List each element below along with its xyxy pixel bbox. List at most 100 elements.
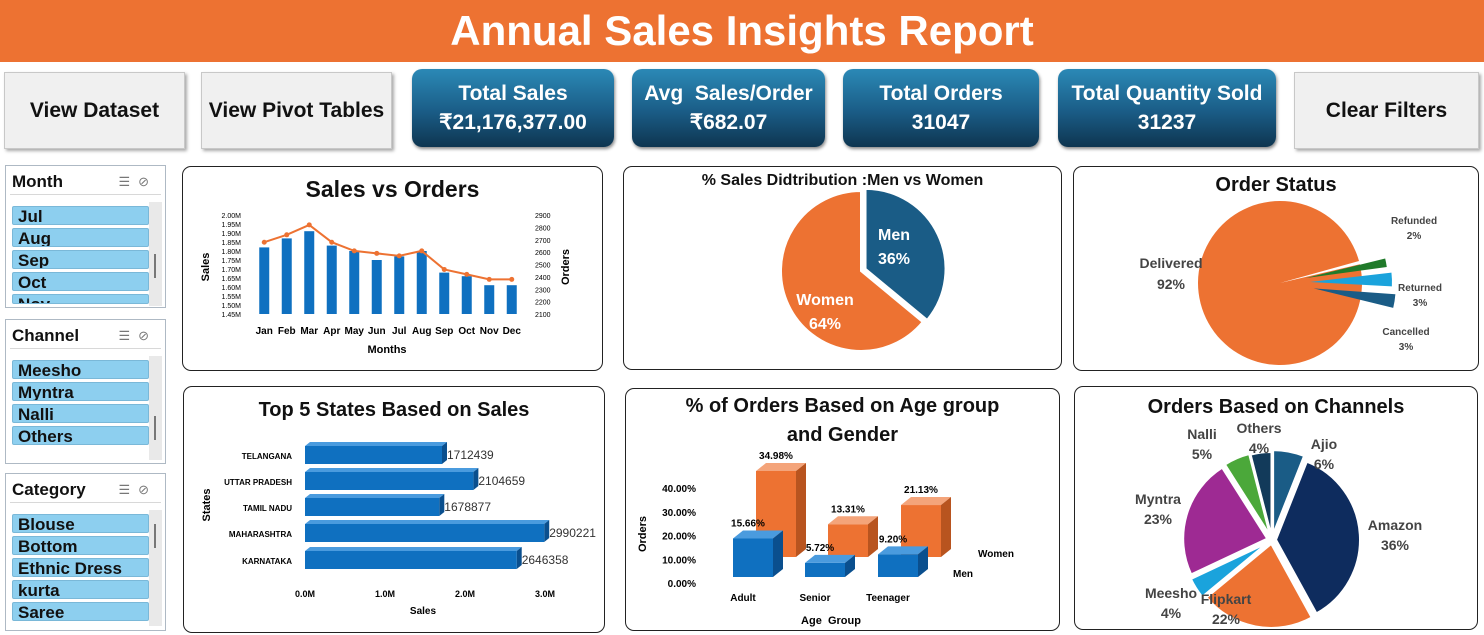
slicer-item-oct[interactable]: Oct [12,272,149,291]
chart-title-line2: and Gender [786,424,899,446]
x-tick-label: 0.0M [295,589,315,599]
kpi-avg-sales-label: Avg Sales/Order [644,82,813,105]
clear-filter-icon[interactable]: ⊘ [138,482,157,497]
channels-panel: Orders Based on Channels Ajio 6% Amazon 36%… [1074,386,1478,630]
women-bar-top [828,516,878,525]
chart-title: Orders Based on Channels [1147,396,1405,418]
slicer-item-nov[interactable]: Nov [12,294,149,304]
kpi-total-orders: Total Orders 31047 [843,69,1039,147]
women-slice [780,189,925,352]
women-value-label: 13.31% [831,504,865,515]
men-bar-top [733,530,783,539]
slicer-item-saree[interactable]: Saree [12,602,149,621]
state-label: TAMIL NADU [243,504,292,513]
kpi-total-quantity: Total Quantity Sold 31237 [1058,69,1276,147]
slicer-item-nalli[interactable]: Nalli [12,404,149,423]
state-label: MAHARASHTRA [229,530,292,539]
men-bar-side [845,554,855,577]
state-bar-top [305,520,550,524]
sales-bar [259,247,270,314]
slicer-item-blouse[interactable]: Blouse [12,514,149,533]
channel-slicer: Channel ☰⊘ Meesho Myntra Nalli Others [5,319,166,464]
slicer-item-kurta[interactable]: kurta [12,580,149,599]
slicer-item-sep[interactable]: Sep [12,250,149,269]
y-tick-label: 2.00M [222,213,242,220]
nalli-slice [1223,452,1271,536]
women-bar [828,524,868,557]
kpi-total-quantity-label: Total Quantity Sold [1071,82,1263,105]
ajio-pct-label: 6% [1314,456,1335,472]
returned-label: Returned [1398,283,1442,294]
state-bar-top [305,494,445,498]
slicer-item-jul[interactable]: Jul [12,206,149,225]
men-value-label: 9.20% [879,534,907,545]
sales-bar [326,245,337,314]
x-tick-label: Teenager [866,593,910,604]
men-bar-top [878,546,928,555]
ajio-slice [1272,449,1306,535]
y-tick-label: 1.65M [222,276,242,283]
state-bar-top [305,468,479,472]
orders-point [419,248,425,254]
orders-point [486,276,492,282]
multi-select-icon[interactable]: ☰ [118,482,139,497]
state-bar [305,524,545,542]
gender-sales-panel: % Sales Didtribution :Men vs Women Men 36… [623,166,1062,370]
men-bar-top [805,554,855,563]
state-value-label: 1712439 [447,448,494,462]
x-tick-label: Nov [480,326,499,337]
kpi-avg-sales-value: ₹682.07 [689,111,768,134]
y2-tick-label: 2800 [535,225,551,232]
month-slicer-scrollbar[interactable] [149,202,162,306]
refunded-pct-label: 2% [1407,231,1422,242]
orders-point [374,250,380,256]
clear-filters-button[interactable]: Clear Filters [1294,72,1479,149]
y-tick-label: 1.80M [222,249,242,256]
chart-title: % Sales Didtribution :Men vs Women [701,172,984,189]
y-axis-label: Sales [200,253,212,282]
state-label: TELANGANA [242,452,292,461]
channel-slicer-scrollbar[interactable] [149,356,162,460]
returned-pct-label: 3% [1413,298,1428,309]
slicer-item-myntra[interactable]: Myntra [12,382,149,401]
category-slicer-scrollbar[interactable] [149,510,162,626]
x-tick-label: Jul [392,326,407,337]
y-tick-label: 1.45M [222,312,242,319]
y2-tick-label: 2100 [535,312,551,319]
y2-tick-label: 2400 [535,275,551,282]
y2-tick-label: 2700 [535,238,551,245]
women-pct-label: 64% [809,316,841,333]
slicer-item-others[interactable]: Others [12,426,149,445]
state-bar-side [473,468,479,490]
multi-select-icon[interactable]: ☰ [118,328,139,343]
slicer-item-bottom[interactable]: Bottom [12,536,149,555]
x-tick-label: 2.0M [455,589,475,599]
y-tick-label: 30.00% [662,508,696,519]
kpi-avg-sales: Avg Sales/Order ₹682.07 [632,69,825,147]
meesho-slice [1189,542,1268,599]
orders-line [263,223,512,281]
order-status-pie-chart: Delivered 92% Refunded 2% Returned 3% Cancelle… [1139,200,1442,365]
sales-vs-orders-panel: Sales vs Orders Sales Orders Months 1.45… [182,166,603,371]
y-tick-label: 1.95M [222,222,242,229]
slicer-item-ethnic-dress[interactable]: Ethnic Dress [12,558,149,577]
kpi-total-sales-value: ₹21,176,377.00 [439,111,587,134]
view-pivot-tables-button[interactable]: View Pivot Tables [201,72,392,149]
sales-vs-orders-chart: Sales Orders Months 1.45M 1.50M 1.55M 1.60M… [200,213,572,356]
state-bar-side [441,442,447,464]
orders-point [261,239,267,245]
slicer-item-meesho[interactable]: Meesho [12,360,149,379]
slicer-item-aug[interactable]: Aug [12,228,149,247]
multi-select-icon[interactable]: ☰ [118,174,139,189]
x-axis-label: Months [367,344,406,356]
view-dataset-button[interactable]: View Dataset [4,72,185,149]
men-value-label: 15.66% [731,518,765,529]
chart-title-line1: % of Orders Based on Age group [685,395,1000,417]
men-bar-side [773,530,783,577]
state-value-label: 2646358 [522,553,569,567]
clear-filter-icon[interactable]: ⊘ [138,328,157,343]
men-slice [864,187,947,322]
clear-filter-icon[interactable]: ⊘ [138,174,157,189]
nalli-pct-label: 5% [1192,446,1213,462]
